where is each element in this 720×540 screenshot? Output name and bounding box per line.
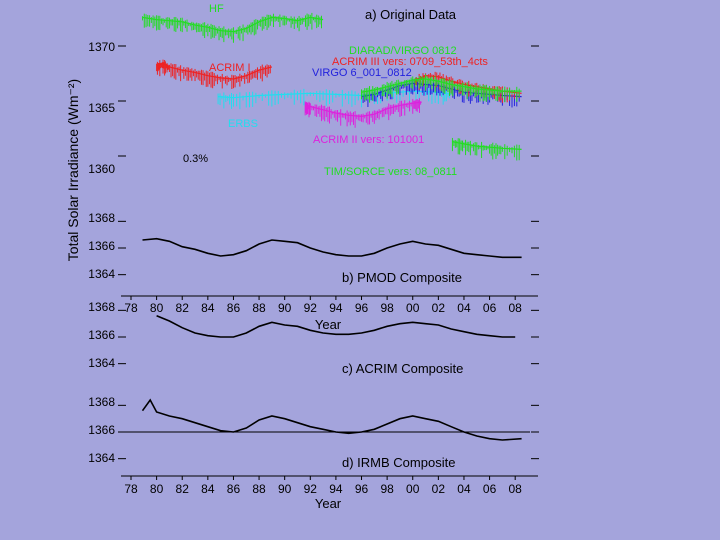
xtick-label: 84 [201,482,215,496]
xtick-label: 08 [509,482,523,496]
xtick-label: 06 [483,482,497,496]
xtick-label: 90 [278,301,292,315]
panel-d-ytick-1366: 1366 [88,423,115,437]
panel-d-ytick-1368: 1368 [88,395,115,409]
panel-a-ytick-1365: 1365 [88,101,115,115]
series-label-acrim-i: ACRIM I [209,62,251,74]
panel-d-title: d) IRMB Composite [342,455,455,470]
series-label-erbs: ERBS [228,118,258,130]
xtick-label: 84 [201,301,215,315]
series-line [142,237,522,259]
xtick-label: 82 [176,301,190,315]
panel-c-acrim-composite: c) ACRIM Composite Year 1368 1366 1364 [88,300,463,376]
panel-c-xlabel: Year [315,317,342,332]
series-label-hf: HF [209,3,224,15]
series-label-diarad-virgo: DIARAD/VIRGO 0812 [349,45,457,57]
panel-b-ytick-1368: 1368 [88,211,115,225]
xtick-label: 82 [176,482,190,496]
xtick-label: 00 [406,301,420,315]
series-label-acrim-ii: ACRIM II vers: 101001 [313,134,424,146]
xtick-label: 78 [124,482,138,496]
panel-c-title: c) ACRIM Composite [342,361,463,376]
xtick-label: 92 [304,482,318,496]
panel-b-title: b) PMOD Composite [342,270,462,285]
panel-a-annotation: 0.3% [183,153,208,165]
xtick-label: 88 [252,482,266,496]
panel-d-ytick-1364: 1364 [88,451,115,465]
xtick-label: 96 [355,482,369,496]
xtick-label: 02 [432,482,446,496]
panel-a-title: a) Original Data [365,7,457,22]
xtick-label: 98 [380,482,394,496]
panel-a-ytick-1360: 1360 [88,162,115,176]
panel-d-irmb-composite: d) IRMB Composite Year 1368 1366 1364 [88,395,455,511]
series-line [156,314,516,338]
xtick-label: 06 [483,301,497,315]
panel-b-ytick-1364: 1364 [88,267,115,281]
xtick-label: 80 [150,301,164,315]
xtick-label: 02 [432,301,446,315]
chart-marks-layer: 78 80 82 84 86 88 90 92 94 96 98 00 02 04 06 08 78 80 82 84… [118,12,539,496]
xtick-label: 86 [227,482,241,496]
xtick-label: 88 [252,301,266,315]
series-line [141,398,522,441]
panel-b-pmod-composite: b) PMOD Composite 1368 1366 1364 [88,211,462,285]
xtick-label: 90 [278,482,292,496]
panel-d-xlabel: Year [315,496,342,511]
xtick-label: 94 [329,301,343,315]
y-axis-label: Total Solar Irradiance (Wm⁻²) [65,79,81,261]
series-label-virgo: VIRGO 6_001_0812 [312,67,412,79]
xtick-label: 08 [509,301,523,315]
xtick-label: 92 [304,301,318,315]
panel-c-ytick-1366: 1366 [88,328,115,342]
xtick-label: 00 [406,482,420,496]
xtick-label: 86 [227,301,241,315]
xtick-label: 98 [380,301,394,315]
panel-a-ytick-1370: 1370 [88,40,115,54]
xtick-label: 04 [457,301,471,315]
xtick-label: 96 [355,301,369,315]
xtick-label: 78 [124,301,138,315]
panel-c-ytick-1364: 1364 [88,356,115,370]
series-label-acrim-iii: ACRIM III vers: 0709_53th_4cts [332,56,488,68]
panel-c-ytick-1368: 1368 [88,300,115,314]
series-label-tim-sorce: TIM/SORCE vers: 08_0811 [324,166,457,178]
panel-a-original-data: a) Original Data 0.3% 1370 1365 1360 HF … [88,3,488,178]
xtick-label: 04 [457,482,471,496]
xtick-label: 80 [150,482,164,496]
xtick-label: 94 [329,482,343,496]
panel-b-ytick-1366: 1366 [88,239,115,253]
